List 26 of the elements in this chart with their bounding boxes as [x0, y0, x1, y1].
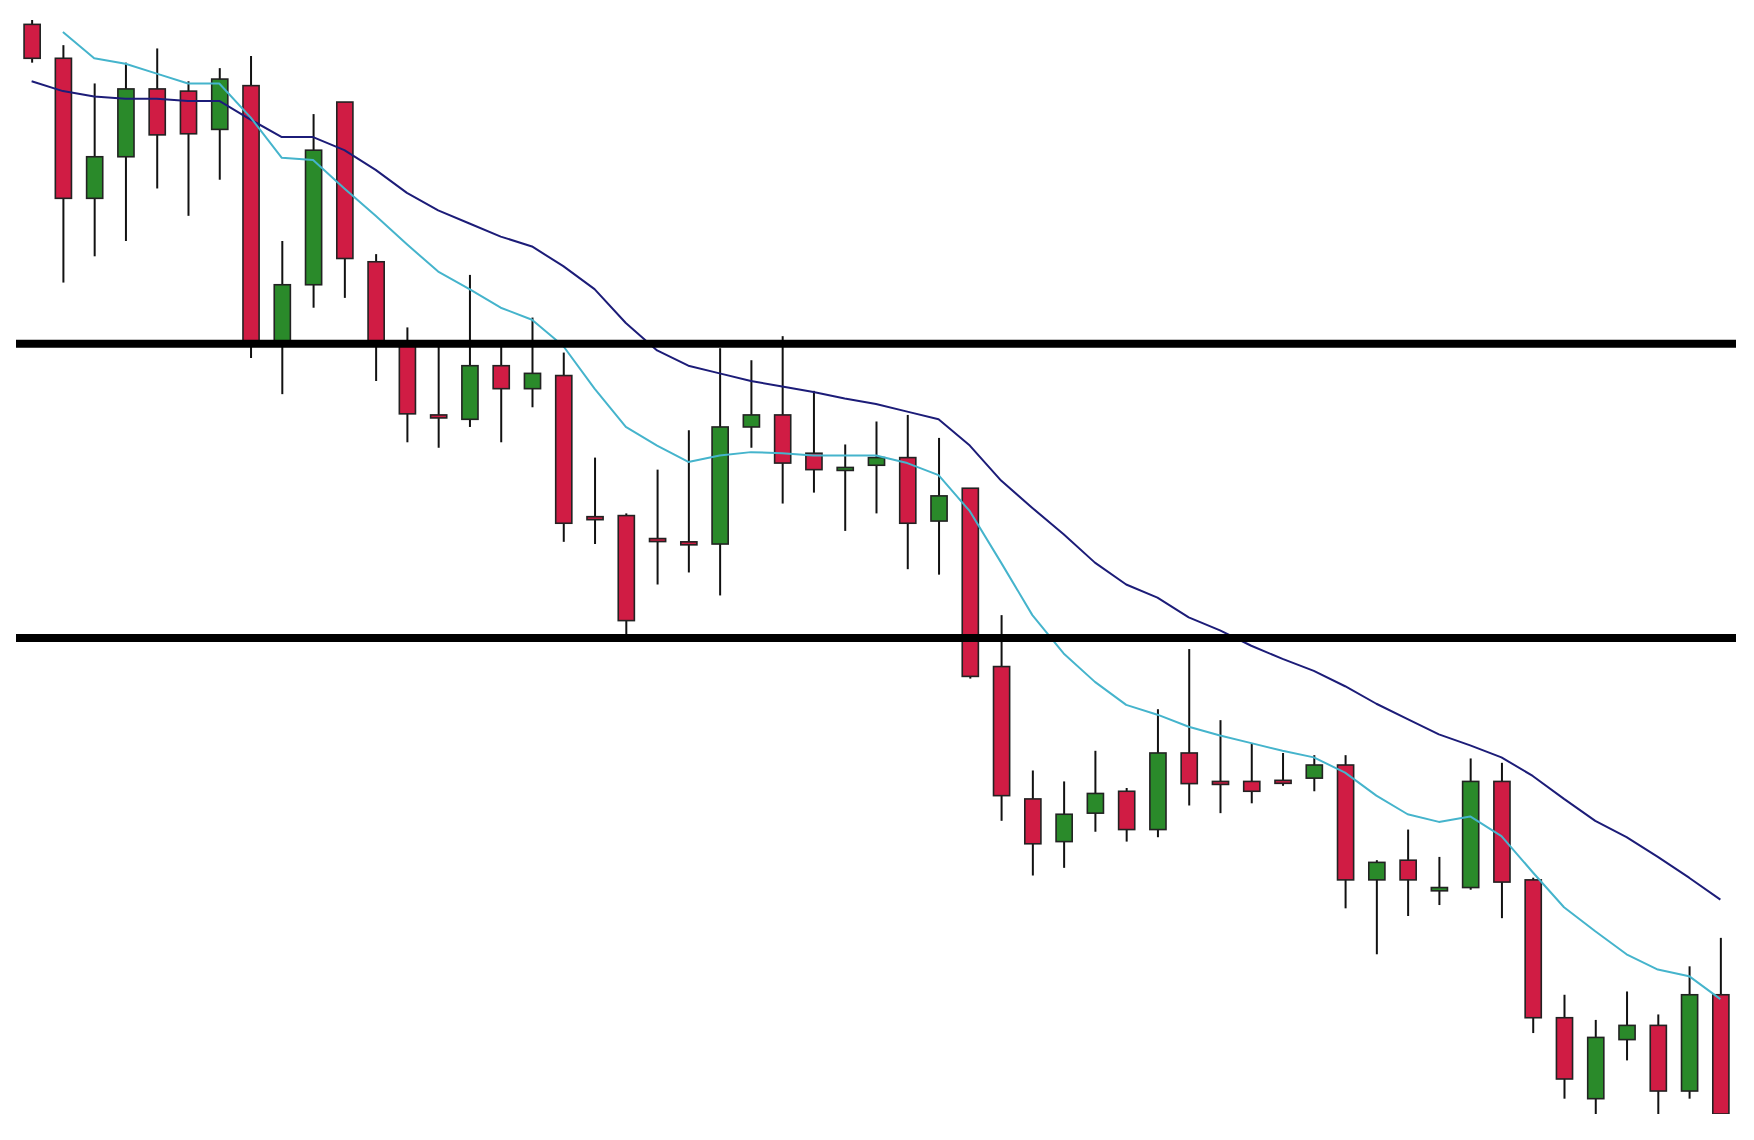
candlestick: [1055, 780, 1073, 869]
candlestick: [1117, 786, 1136, 843]
candlestick: [1430, 855, 1449, 907]
candlestick: [1399, 828, 1417, 917]
candlestick: [1274, 751, 1292, 787]
candlestick: [805, 389, 823, 494]
candlestick: [586, 456, 604, 546]
candlestick: [148, 47, 167, 190]
candlestick: [1305, 754, 1324, 793]
candlestick: [1618, 990, 1636, 1062]
candlestick: [1086, 749, 1105, 833]
candlestick: [85, 82, 104, 258]
candlestick: [179, 80, 198, 217]
candlestick: [1023, 769, 1042, 877]
candlestick: [523, 316, 542, 409]
candlestick: [836, 443, 855, 532]
candlestick: [930, 436, 948, 576]
candlestick: [867, 420, 886, 515]
candlestick: [1180, 648, 1199, 807]
candlestick: [1242, 742, 1261, 805]
candlestick: [492, 345, 511, 444]
candlestick: [679, 429, 698, 574]
candlestick: [742, 359, 761, 449]
candlestick: [429, 345, 448, 449]
candlestick: [1367, 859, 1386, 956]
candlestick: [23, 20, 41, 64]
